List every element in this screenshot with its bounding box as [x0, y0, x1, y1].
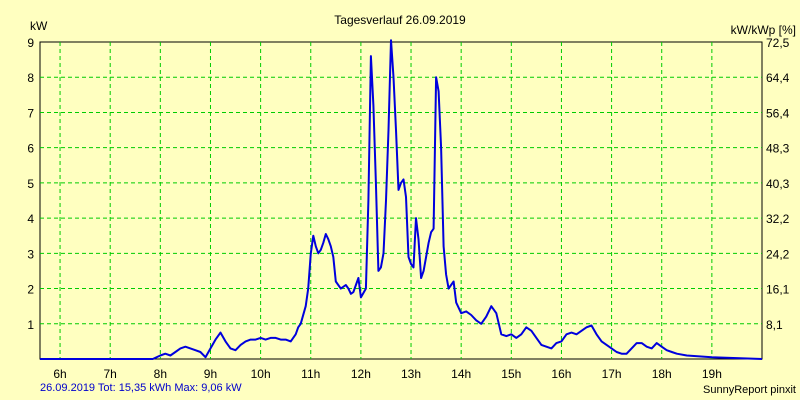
y-axis-label-right: kW/kWp [%]	[731, 23, 796, 37]
y-tick-label-right: 32,2	[766, 212, 790, 226]
y-tick-label-left: 4	[27, 212, 34, 226]
chart-title: Tagesverlauf 26.09.2019	[334, 13, 466, 27]
x-tick-label: 15h	[501, 367, 521, 381]
x-tick-label: 19h	[702, 367, 722, 381]
x-tick-label: 8h	[154, 367, 167, 381]
x-tick-label: 10h	[251, 367, 271, 381]
y-tick-label-left: 1	[27, 318, 34, 332]
x-tick-label: 11h	[301, 367, 320, 381]
y-tick-label-right: 40,3	[766, 177, 790, 191]
x-tick-label: 18h	[652, 367, 672, 381]
x-tick-label: 13h	[401, 367, 421, 381]
y-tick-label-right: 56,4	[766, 106, 790, 120]
x-tick-label: 17h	[602, 367, 622, 381]
y-tick-label-right: 16,1	[766, 283, 790, 297]
x-tick-label: 7h	[104, 367, 117, 381]
y-tick-label-left: 6	[27, 142, 34, 156]
plot-area	[39, 41, 763, 360]
x-tick-label: 6h	[53, 367, 66, 381]
grid	[40, 42, 762, 359]
y-tick-label-right: 8,1	[766, 318, 783, 332]
y-tick-label-left: 3	[27, 247, 34, 261]
y-tick-label-left: 8	[27, 71, 34, 85]
power-series-line	[40, 39, 763, 360]
y-tick-label-right: 64,4	[766, 71, 790, 85]
x-tick-label: 16h	[551, 367, 571, 381]
y-tick-label-right: 72,5	[766, 36, 790, 50]
tick-labels: 6h 7h 8h 9h 10h 11h 12h 13h 14h 15h 16h 17h 18h 19h 1 8…	[27, 36, 789, 381]
x-tick-label: 9h	[204, 367, 217, 381]
y-tick-label-left: 2	[27, 283, 34, 297]
y-axis-label-left: kW	[30, 19, 48, 33]
daily-summary: 26.09.2019 Tot: 15,35 kWh Max: 9,06 kW	[40, 382, 242, 394]
x-tick-label: 12h	[351, 367, 371, 381]
y-tick-label-left: 7	[27, 106, 34, 120]
y-tick-label-right: 24,2	[766, 247, 790, 261]
x-tick-label: 14h	[451, 367, 471, 381]
y-tick-label-left: 5	[27, 177, 34, 191]
y-tick-label-left: 9	[27, 36, 34, 50]
y-tick-label-right: 48,3	[766, 142, 790, 156]
brand-credit: SunnyReport pinxit	[703, 384, 796, 396]
